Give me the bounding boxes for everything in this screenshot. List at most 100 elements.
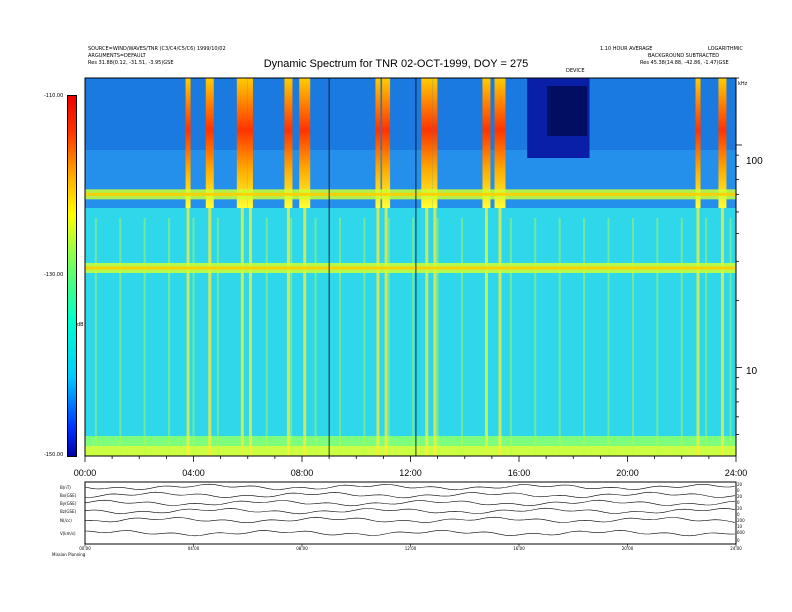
faint-streak — [631, 218, 634, 456]
y-unit-label: kHz — [738, 81, 748, 87]
faint-streak — [607, 218, 610, 456]
faint-streak — [680, 218, 683, 456]
aux-label: Bz(GSE) — [60, 509, 77, 514]
burst-trace — [240, 208, 244, 456]
faint-streak — [656, 218, 659, 456]
aux-trace — [84, 530, 736, 537]
x-tick-label: 24:00 — [724, 468, 748, 478]
red-burst — [375, 78, 381, 208]
burst-trace — [376, 208, 380, 456]
faint-streak — [729, 218, 732, 456]
aux-right-label: 200 — [737, 518, 745, 523]
faint-streak — [509, 218, 512, 456]
header-device-text: DEVICE — [566, 68, 585, 74]
red-burst — [695, 78, 701, 208]
aux-right-label: 20 — [737, 482, 743, 487]
burst-trace — [248, 208, 252, 456]
aux-right-label: 20 — [737, 506, 743, 511]
x-tick-label: 04:00 — [182, 468, 205, 478]
red-burst — [284, 78, 293, 208]
x-tick-label: 16:00 — [507, 468, 531, 478]
burst-trace — [208, 208, 212, 456]
header-average-text: 1.10 HOUR AVERAGE — [600, 46, 653, 52]
aux-label: N(/cc) — [60, 518, 72, 523]
burst-trace — [696, 208, 700, 456]
aux-traces — [84, 483, 737, 547]
aux-label: V(km/s) — [60, 531, 76, 536]
faint-streak — [241, 218, 244, 456]
header-right-position: Res 45.38(14.88, -42.86, -1.47)GSE — [640, 60, 729, 66]
aux-x-tick: 20:00 — [621, 546, 634, 551]
red-burst — [299, 78, 311, 208]
burst-layer — [94, 78, 732, 456]
colorbar-unit-label: dB — [77, 322, 84, 328]
faint-streak — [485, 218, 488, 456]
faint-streak — [705, 218, 708, 456]
aux-right-label: 10 — [737, 524, 743, 529]
colorbar-tick-mid: -130.00 — [44, 272, 64, 278]
x-tick-label: 00:00 — [73, 468, 97, 478]
aux-right-label: 0 — [737, 500, 740, 505]
header-background-text: BACKGROUND SUBTRACTED — [648, 53, 720, 59]
burst-trace — [303, 208, 307, 456]
red-burst — [421, 78, 433, 208]
burst-trace — [498, 208, 502, 456]
aux-x-tick: 12:00 — [404, 546, 417, 551]
faint-streak — [94, 218, 97, 456]
dark-blue-core — [547, 86, 588, 136]
aux-right-label: 0 — [737, 488, 740, 493]
red-burst — [236, 78, 248, 208]
aux-right-label: 20 — [737, 494, 743, 499]
x-tick-label: 12:00 — [399, 468, 422, 478]
faint-streak — [290, 218, 293, 456]
red-burst — [482, 78, 491, 208]
emission-band-core — [85, 266, 736, 270]
burst-trace — [425, 208, 429, 456]
spectrogram — [84, 77, 742, 462]
header-scale-text: LOGARITHMIC — [708, 46, 743, 52]
burst-trace — [384, 208, 388, 456]
x-tick-label: 08:00 — [290, 468, 314, 478]
burst-trace — [484, 208, 488, 456]
y-tick-label-10: 10 — [746, 366, 758, 377]
aux-trace — [84, 499, 736, 507]
chart-title: Dynamic Spectrum for TNR 02-OCT-1999, DO… — [263, 58, 529, 70]
x-tick-label: 20:00 — [616, 468, 639, 478]
aux-label: Bx(GSE) — [60, 493, 77, 498]
aux-trace — [84, 516, 736, 523]
faint-streak — [338, 218, 341, 456]
faint-streak — [363, 218, 366, 456]
faint-streak — [558, 218, 561, 456]
red-burst — [494, 78, 506, 208]
aux-right-label: 600 — [737, 530, 745, 535]
faint-streak — [216, 218, 219, 456]
faint-streak — [119, 218, 122, 456]
red-burst — [247, 78, 253, 208]
faint-streak — [192, 218, 195, 456]
red-burst — [432, 78, 438, 208]
colorbar-tick-bottom: -150.00 — [44, 452, 64, 458]
faint-streak — [143, 218, 146, 456]
faint-streak — [314, 218, 317, 456]
emission-band-core — [85, 192, 736, 196]
burst-trace — [433, 208, 437, 456]
red-burst — [205, 78, 214, 208]
header-arguments-text: ARGUMENTS=DEFAULT — [88, 53, 146, 59]
colorbar — [67, 95, 77, 457]
aux-label: By(GSE) — [60, 501, 77, 506]
aux-x-tick: 04:00 — [187, 546, 200, 551]
red-burst — [382, 78, 391, 208]
faint-streak — [265, 218, 268, 456]
aux-right-label: 0 — [737, 538, 740, 543]
aux-x-tick: 24:00 — [730, 546, 742, 551]
y-axis-ticks — [736, 77, 742, 435]
aux-x-tick: 00:00 — [79, 546, 91, 551]
aux-x-tick: 16:00 — [513, 546, 525, 551]
colorbar-tick-top: -110.00 — [44, 93, 64, 99]
emission-bands — [85, 78, 736, 456]
aux-trace — [85, 491, 736, 499]
aux-x-tick: 08:00 — [296, 546, 308, 551]
faint-streak — [436, 218, 439, 456]
faint-streak — [534, 218, 537, 456]
faint-streak — [583, 218, 586, 456]
